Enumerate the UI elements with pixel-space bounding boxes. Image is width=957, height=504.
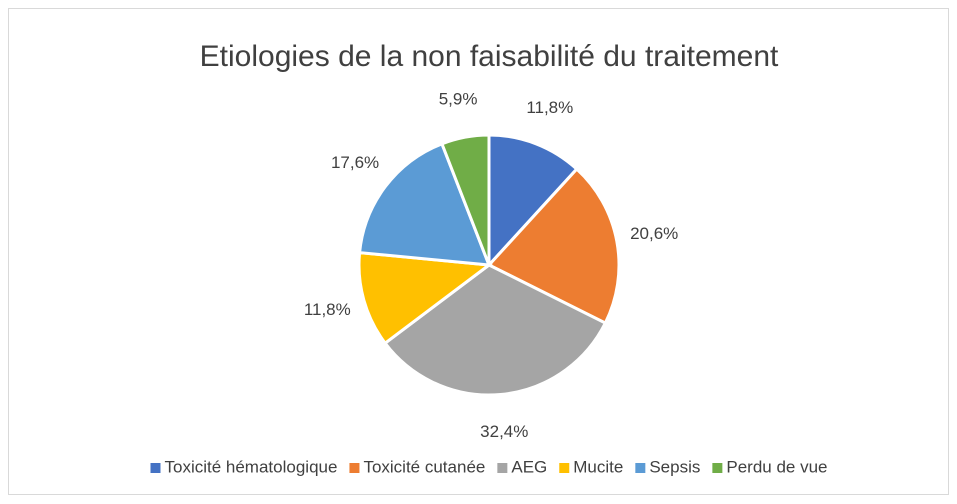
legend-label: AEG	[511, 457, 547, 476]
data-label: 5,9%	[439, 89, 478, 108]
pie-slice	[486, 166, 621, 326]
legend-swatch	[349, 463, 360, 473]
legend-label: Perdu de vue	[726, 457, 827, 476]
data-label: 11,8%	[526, 98, 573, 117]
legend-label: Sepsis	[649, 457, 700, 476]
pie-slice	[440, 133, 491, 266]
pie-slice	[383, 263, 608, 397]
data-label: 20,6%	[630, 224, 678, 243]
legend-label: Mucite	[573, 457, 623, 476]
pie-slice	[357, 250, 493, 346]
legend-swatch	[559, 463, 570, 473]
legend-label: Toxicité cutanée	[363, 457, 485, 476]
pie-slice	[487, 133, 579, 269]
legend-label: Toxicité hématologique	[164, 457, 337, 476]
legend-swatch	[150, 463, 161, 473]
data-label: 11,8%	[304, 300, 351, 319]
legend-swatch	[635, 463, 646, 473]
legend-swatch	[712, 463, 723, 473]
chart-title: Etiologies de la non faisabilité du trai…	[200, 40, 779, 73]
legend: Toxicité hématologique Toxicité cutanée AE…	[150, 457, 828, 476]
legend-swatch	[497, 463, 508, 473]
data-label: 17,6%	[331, 153, 379, 172]
data-label: 32,4%	[480, 422, 528, 441]
pie-slice	[357, 141, 492, 267]
